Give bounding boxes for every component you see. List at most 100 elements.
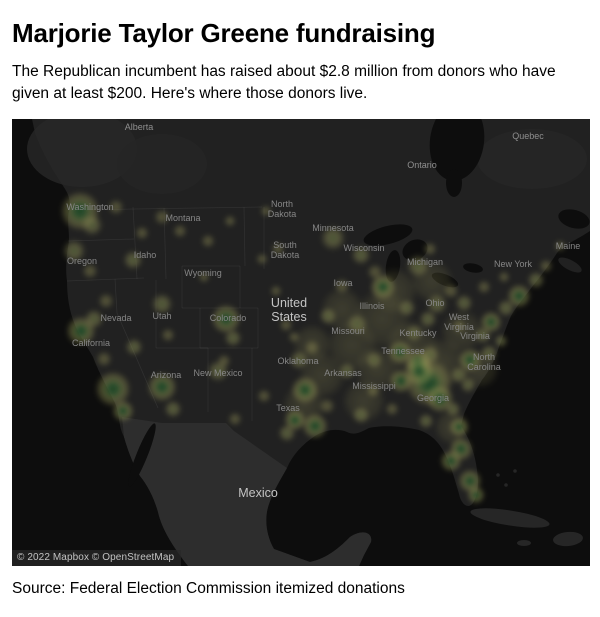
- map-label: Georgia: [417, 393, 449, 403]
- source-line: Source: Federal Election Commission item…: [12, 580, 405, 598]
- map-label: United States: [271, 296, 307, 324]
- map-attribution[interactable]: © 2022 Mapbox © OpenStreetMap: [12, 550, 182, 567]
- heat-blob: [288, 331, 300, 344]
- heat-blob: [304, 340, 320, 357]
- heat-blob: [211, 304, 241, 335]
- heat-blob: [498, 271, 510, 284]
- heat-blob: [257, 389, 271, 404]
- terrain-patch: [117, 134, 207, 195]
- state-borders: [66, 207, 265, 422]
- map-label: Arkansas: [324, 368, 362, 378]
- map-label: Wyoming: [184, 268, 221, 278]
- heat-blob: [125, 338, 143, 357]
- caribbean-islands: [470, 257, 583, 547]
- heat-blob: [161, 328, 175, 343]
- subtitle: The Republican incumbent has raised abou…: [12, 63, 556, 102]
- map-label: North Dakota: [268, 199, 297, 219]
- heat-blob: [228, 412, 242, 427]
- map-label: Wisconsin: [343, 243, 384, 253]
- map-label: Illinois: [359, 301, 385, 311]
- heat-blob: [98, 293, 114, 310]
- heat-blob: [224, 215, 236, 228]
- heat-blob: [365, 351, 383, 370]
- map-label: Mexico: [238, 486, 278, 500]
- heat-blob: [108, 199, 124, 216]
- heat-blob: [418, 413, 434, 430]
- heat-blob: [404, 356, 434, 387]
- map-label: West Virginia: [444, 312, 474, 332]
- heat-blob: [366, 384, 380, 399]
- heat-blob: [81, 214, 103, 237]
- map-label: Arizona: [151, 370, 182, 380]
- map-container[interactable]: Alberta Ontario Quebec Washington Montana Nor…: [12, 119, 590, 567]
- heat-blob: [260, 205, 272, 218]
- heat-blob: [123, 250, 143, 271]
- heat-blob: [351, 245, 371, 266]
- map-label: Texas: [276, 403, 300, 413]
- map-label: Ohio: [425, 298, 444, 308]
- heat-blob: [319, 307, 337, 326]
- heat-blob: [217, 354, 231, 369]
- map-label: Mississippi: [352, 381, 396, 391]
- heat-blob: [443, 283, 459, 300]
- map-label: Washington: [66, 202, 113, 212]
- heat-blob: [319, 398, 335, 415]
- map-label: Idaho: [134, 250, 157, 260]
- map-label: Utah: [152, 311, 171, 321]
- heat-blob: [84, 309, 104, 330]
- heat-layer: [60, 191, 566, 505]
- heat-blob: [440, 450, 462, 473]
- heat-blob: [480, 311, 502, 334]
- heat-blob: [82, 263, 98, 280]
- heat-blob: [320, 225, 346, 252]
- heat-blob: [477, 280, 491, 295]
- heat-blob: [455, 294, 473, 313]
- page-title: Marjorie Taylor Greene fundraising: [12, 18, 436, 48]
- map-label: Alberta: [125, 122, 154, 132]
- heat-blob: [135, 226, 149, 241]
- heat-blob: [426, 293, 448, 316]
- map-label: Tennessee: [381, 346, 425, 356]
- map-label: Maine: [556, 241, 581, 251]
- heat-blob: [480, 344, 498, 363]
- heat-blob: [62, 239, 86, 264]
- map-label: New York: [494, 259, 533, 269]
- heat-blob: [370, 274, 396, 301]
- map-label: Minnesota: [312, 223, 354, 233]
- heat-blob: [406, 254, 430, 279]
- hudson-bay: [429, 119, 485, 182]
- heat-blob: [352, 406, 370, 425]
- heat-blob: [458, 348, 482, 373]
- heat-blob: [423, 242, 437, 257]
- heat-blob: [507, 284, 531, 309]
- map-label: Missouri: [331, 326, 365, 336]
- heat-blob: [445, 401, 461, 418]
- heat-blob: [527, 271, 545, 290]
- article: Marjorie Taylor Greene fundraising The R…: [12, 18, 590, 598]
- map-labels-layer: Alberta Ontario Quebec Washington Montana Nor…: [66, 122, 580, 500]
- map-label: Oklahoma: [277, 356, 318, 366]
- map-label: Nevada: [100, 313, 131, 323]
- heat-blob: [385, 402, 399, 417]
- heat-blob: [346, 313, 368, 336]
- heat-blob: [452, 319, 466, 334]
- heat-blob: [398, 299, 416, 318]
- donor-heatmap-svg[interactable]: Alberta Ontario Quebec Washington Montana Nor…: [12, 119, 590, 567]
- heat-blob: [154, 209, 170, 226]
- map-label: Montana: [165, 213, 200, 223]
- terrain-patch: [27, 119, 137, 188]
- heat-blob: [173, 224, 187, 239]
- heat-blob: [289, 350, 309, 371]
- heat-blob: [270, 285, 282, 298]
- heat-blob: [95, 371, 131, 408]
- heat-blob: [291, 376, 319, 405]
- heat-blob: [338, 362, 356, 381]
- map-label: New Mexico: [193, 368, 242, 378]
- map-label: Ontario: [407, 160, 437, 170]
- gulf-of-st-lawrence: [558, 209, 590, 230]
- heat-blob: [460, 377, 476, 394]
- heat-blob: [201, 234, 215, 249]
- map-label: Kentucky: [399, 328, 437, 338]
- heat-blob: [554, 240, 566, 253]
- heat-blob: [419, 310, 437, 329]
